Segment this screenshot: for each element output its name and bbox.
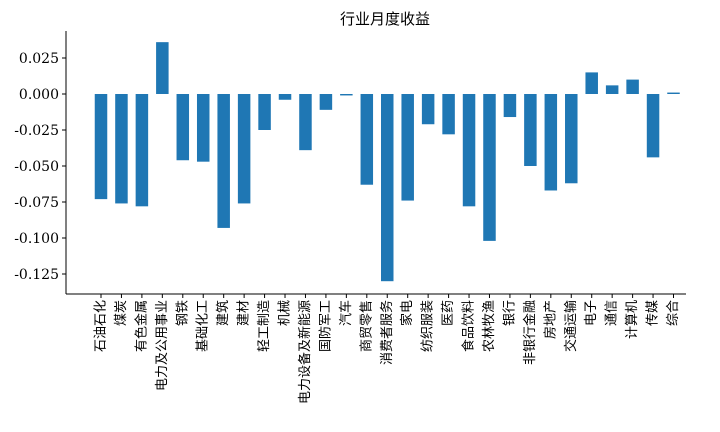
x-tick-label: 计算机 — [625, 300, 640, 339]
bar-24 — [565, 94, 578, 184]
bar-27 — [626, 79, 639, 94]
y-axis: 0.025 0.000 -0.025 -0.050 -0.075 -0.100 -0.125 — [14, 31, 67, 294]
bar-16 — [401, 94, 414, 201]
bar-5 — [176, 94, 190, 161]
x-tick-label: 商贸零售 — [358, 300, 374, 352]
y-tick-label: -0.100 — [14, 231, 59, 247]
bar-19 — [462, 94, 476, 207]
bar-11 — [299, 94, 312, 151]
bar-7 — [217, 94, 230, 228]
bar-3 — [135, 94, 149, 207]
x-tick-label: 医药 — [441, 300, 456, 326]
bar-4 — [156, 42, 169, 94]
bars-group — [94, 42, 680, 282]
x-tick-label: 轻工制造 — [257, 300, 272, 352]
x-tick-label: 电力及公用事业 — [155, 300, 170, 391]
bar-15 — [381, 94, 394, 282]
bar-25 — [585, 72, 598, 94]
x-tick-label: 石油石化 — [94, 300, 109, 352]
x-axis: 石油石化 煤炭 有色金属 电力及公用事业 钢铁 基础化工 建筑 建材 轻工制造 机械 电力设备及新能… — [66, 293, 686, 404]
x-tick-label: 钢铁 — [175, 300, 190, 326]
bar-21 — [503, 94, 517, 118]
x-tick-label: 基础化工 — [196, 300, 211, 352]
x-tick-label: 传媒 — [646, 300, 661, 326]
x-tick-label: 家电 — [399, 300, 415, 326]
x-tick-label: 电子 — [584, 300, 599, 326]
x-tick-label: 煤炭 — [114, 300, 129, 326]
x-tick-label: 汽车 — [338, 300, 354, 326]
x-tick-label: 农林牧渔 — [482, 300, 497, 352]
bar-17 — [421, 94, 435, 125]
bar-2 — [115, 94, 128, 204]
y-tick-label: -0.050 — [14, 159, 59, 175]
x-tick-label: 国防军工 — [317, 300, 333, 352]
x-tick-label: 建筑 — [215, 300, 231, 326]
x-tick-label: 机械 — [278, 300, 293, 326]
x-tick-label: 建材 — [237, 300, 252, 326]
bar-6 — [196, 94, 210, 162]
chart-title: 行业月度收益 — [340, 10, 430, 28]
bar-13 — [340, 94, 353, 96]
bar-1 — [94, 94, 108, 200]
bar-22 — [524, 94, 537, 166]
bar-26 — [605, 85, 619, 94]
bar-12 — [319, 94, 333, 110]
x-tick-label: 非银行金融 — [522, 300, 538, 365]
x-tick-label: 纺织服装 — [421, 300, 436, 352]
x-tick-label: 银行 — [502, 300, 517, 326]
y-tick-label: -0.025 — [14, 123, 59, 139]
x-tick-label: 食品饮料 — [461, 300, 477, 352]
x-tick-label: 消费者服务 — [379, 300, 395, 365]
bar-10 — [278, 94, 292, 100]
bar-29 — [667, 92, 680, 94]
y-tick-label: -0.075 — [14, 195, 59, 211]
y-tick-label: -0.125 — [14, 267, 59, 283]
bar-14 — [360, 94, 374, 185]
bar-28 — [646, 94, 660, 158]
bar-23 — [544, 94, 558, 191]
x-tick-label: 电力设备及新能源 — [297, 300, 313, 404]
x-tick-label: 有色金属 — [133, 300, 149, 352]
y-tick-label: 0.025 — [19, 51, 59, 67]
x-tick-label: 房地产 — [542, 300, 558, 339]
bar-20 — [483, 94, 496, 241]
bar-18 — [442, 94, 455, 135]
bar-8 — [237, 94, 251, 204]
x-tick-label: 综合 — [666, 300, 681, 326]
y-tick-label: 0.000 — [19, 87, 59, 103]
x-tick-label: 通信 — [605, 300, 620, 326]
bar-9 — [258, 94, 271, 130]
x-tick-label: 交通运输 — [563, 300, 579, 352]
